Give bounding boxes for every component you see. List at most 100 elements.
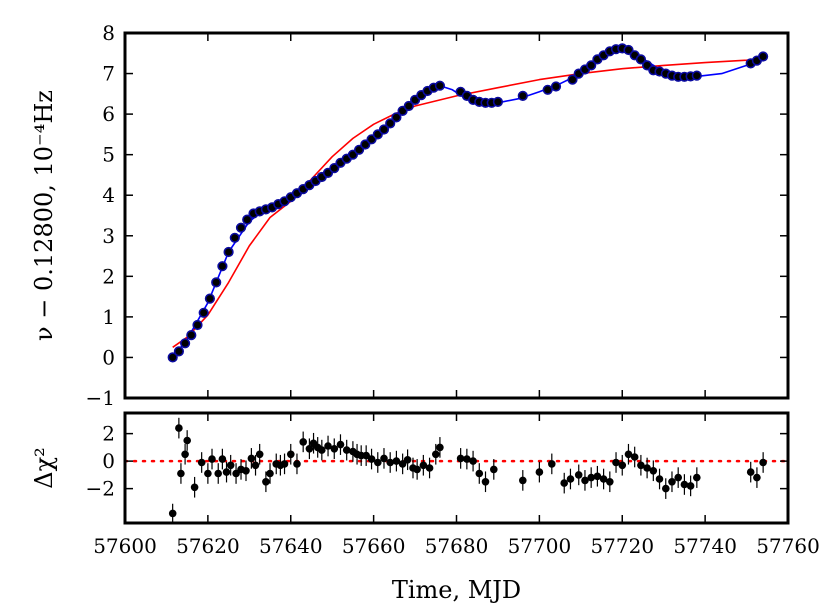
bottom-series-layer xyxy=(123,417,790,523)
x-tick-label: 57720 xyxy=(590,534,654,558)
residual-point xyxy=(247,454,256,463)
residual-point xyxy=(548,460,556,468)
residual-point xyxy=(222,468,231,476)
residual-point xyxy=(655,475,664,483)
residual-point xyxy=(587,473,595,482)
data-point xyxy=(691,70,702,81)
residual-point xyxy=(746,468,755,476)
residual-point xyxy=(242,467,250,475)
data-point xyxy=(329,163,340,174)
data-point xyxy=(517,90,528,101)
residual-point xyxy=(318,446,326,454)
data-point xyxy=(403,100,414,112)
top-series-layer xyxy=(167,43,769,363)
top-y-axis-title: ν − 0.12800, 10⁻⁴Hz xyxy=(30,90,58,341)
residual-point xyxy=(287,450,295,459)
residual-point xyxy=(181,450,189,459)
residual-point xyxy=(432,450,440,459)
residual-point xyxy=(759,458,767,467)
data-point xyxy=(378,124,390,135)
data-point xyxy=(360,139,371,150)
residual-point xyxy=(218,455,227,463)
residual-point xyxy=(255,450,264,459)
residual-point xyxy=(214,469,222,478)
residual-point xyxy=(490,465,498,474)
data-point xyxy=(757,51,769,62)
residual-point xyxy=(606,478,614,486)
residual-point xyxy=(535,468,544,476)
residual-point xyxy=(519,476,527,485)
residual-point xyxy=(362,451,371,460)
residual-point xyxy=(643,464,651,472)
residual-point xyxy=(630,453,639,461)
residual-point xyxy=(336,440,345,449)
bottom-y-tick-label: 2 xyxy=(102,422,115,446)
residual-point xyxy=(175,424,183,432)
residual-point xyxy=(560,479,568,487)
bottom-y-axis-title: Δχ² xyxy=(30,447,58,489)
residual-point xyxy=(612,458,620,467)
data-point xyxy=(173,346,184,357)
residual-point xyxy=(204,469,212,478)
bottom-axes-layer: −2 0 2 57600 57620 57640 57660 57680 57700 57720 5… xyxy=(86,413,820,558)
top-y-tick-label: 6 xyxy=(102,102,115,126)
data-point xyxy=(623,44,634,56)
data-point xyxy=(229,232,240,243)
residual-point xyxy=(293,460,301,468)
residual-point xyxy=(392,457,401,465)
residual-point xyxy=(168,509,177,518)
data-point xyxy=(180,338,191,349)
x-axis-title: Time, MJD xyxy=(392,576,521,604)
residual-point xyxy=(280,460,289,468)
residual-point xyxy=(398,460,407,468)
data-point xyxy=(235,222,247,233)
data-point xyxy=(167,352,178,363)
residual-point xyxy=(190,483,199,492)
residual-point xyxy=(367,455,376,463)
residual-point xyxy=(266,469,274,478)
top-plot-frame xyxy=(123,31,790,400)
x-tick-label: 57760 xyxy=(756,534,820,558)
residual-point xyxy=(342,446,351,454)
top-panel: −1 0 1 2 3 4 5 6 7 8 ν − 0.12800, 10⁻⁴Hz xyxy=(30,21,790,410)
residual-point xyxy=(177,469,185,478)
residual-point xyxy=(618,461,627,470)
residual-point xyxy=(649,467,658,475)
data-point xyxy=(385,118,396,129)
data-point xyxy=(542,84,553,95)
residual-point xyxy=(668,478,676,486)
residual-point xyxy=(226,461,235,470)
residual-point xyxy=(305,445,314,453)
residual-point xyxy=(680,480,689,489)
data-point xyxy=(192,319,203,331)
residual-point xyxy=(686,482,695,490)
data-point xyxy=(204,293,215,304)
data-point xyxy=(635,54,647,65)
bottom-panel: −2 0 2 57600 57620 57640 57660 57680 57700 57720 5… xyxy=(30,411,820,604)
residual-point xyxy=(436,443,444,452)
top-y-tick-label: −1 xyxy=(86,386,115,410)
top-y-tick-label: 0 xyxy=(102,345,115,369)
residual-point xyxy=(413,465,421,474)
residual-point xyxy=(475,469,484,478)
data-point xyxy=(242,214,253,225)
data-point xyxy=(354,144,365,155)
top-y-tick-label: 2 xyxy=(102,264,115,288)
x-tick-label: 57700 xyxy=(508,534,572,558)
bottom-y-tick-label: −2 xyxy=(86,477,115,501)
data-point xyxy=(211,277,222,288)
residual-point xyxy=(324,442,332,450)
residual-point xyxy=(208,455,216,463)
residual-point xyxy=(386,458,395,467)
top-y-tick-label: 8 xyxy=(102,21,115,45)
x-tick-label: 57680 xyxy=(425,534,489,558)
x-tick-label: 57740 xyxy=(673,534,737,558)
x-tick-label: 57620 xyxy=(176,534,240,558)
residual-point xyxy=(380,454,388,463)
data-point xyxy=(198,307,209,318)
data-point xyxy=(492,96,504,107)
residual-point xyxy=(581,476,589,485)
residual-point xyxy=(574,471,583,479)
residual-point xyxy=(674,473,682,482)
data-point xyxy=(186,330,197,341)
